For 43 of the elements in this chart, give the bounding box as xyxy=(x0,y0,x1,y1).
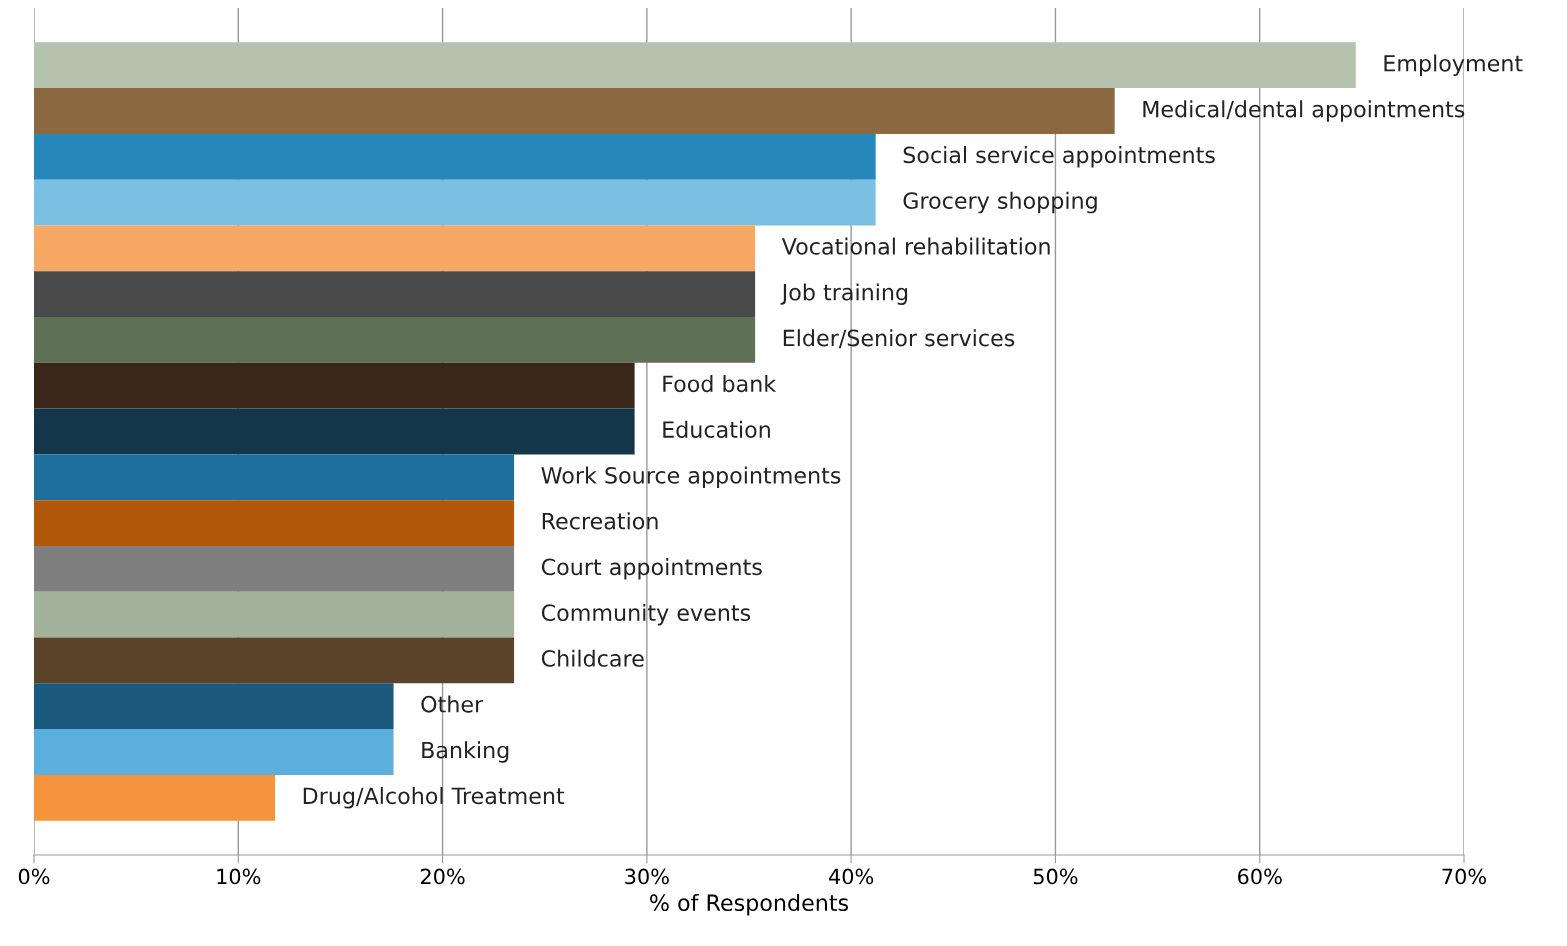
y-tick-label: Education xyxy=(663,420,770,438)
bar xyxy=(34,88,1115,134)
bar xyxy=(34,591,515,638)
bar xyxy=(34,225,756,272)
y-tick-label: Community events xyxy=(541,603,751,626)
y-tick-label: Childcare xyxy=(541,649,644,667)
y-tick-label: Other xyxy=(421,695,484,713)
y-tick-label: Job training xyxy=(780,283,908,305)
y-tick-label: Social service appointments xyxy=(903,146,1215,168)
x-tick-label: 30% xyxy=(625,868,669,885)
bar xyxy=(34,362,635,409)
bar xyxy=(34,133,876,180)
x-tick-label: 20% xyxy=(420,868,465,885)
x-tick-label: 10% xyxy=(217,868,261,885)
y-tick-label: Vocational rehabilitation xyxy=(781,237,1050,255)
y-tick-label: Employment xyxy=(1384,54,1523,76)
y-tick-label: Elder/Senior services xyxy=(783,329,1015,349)
bar xyxy=(34,454,515,501)
bar xyxy=(34,500,515,546)
y-tick-label: Medical/dental appointments xyxy=(1143,100,1465,122)
bar xyxy=(34,317,756,363)
bar xyxy=(34,179,876,226)
bar xyxy=(34,774,276,821)
bar xyxy=(34,683,394,730)
x-tick-label: 70% xyxy=(1442,868,1486,885)
y-tick-label: Grocery shopping xyxy=(903,191,1097,214)
x-axis-title: % of Respondents xyxy=(650,893,849,916)
bar xyxy=(34,42,1356,89)
bar xyxy=(34,637,515,684)
bar xyxy=(34,545,515,592)
bar xyxy=(34,729,394,775)
bar xyxy=(34,408,635,455)
x-tick-label: 40% xyxy=(829,868,874,885)
x-tick-label: 50% xyxy=(1033,868,1078,885)
y-tick-label: Food bank xyxy=(663,374,777,393)
x-tick-label: 0% xyxy=(18,868,50,885)
y-tick-label: Work Source appointments xyxy=(541,466,841,489)
x-tick-label: 60% xyxy=(1238,868,1282,885)
y-tick-label: Drug/Alcohol Treatment xyxy=(303,787,565,809)
y-tick-label: Recreation xyxy=(542,512,658,530)
y-tick-label: Court appointments xyxy=(541,558,762,580)
y-tick-label: Banking xyxy=(422,741,509,763)
bar xyxy=(34,271,756,318)
